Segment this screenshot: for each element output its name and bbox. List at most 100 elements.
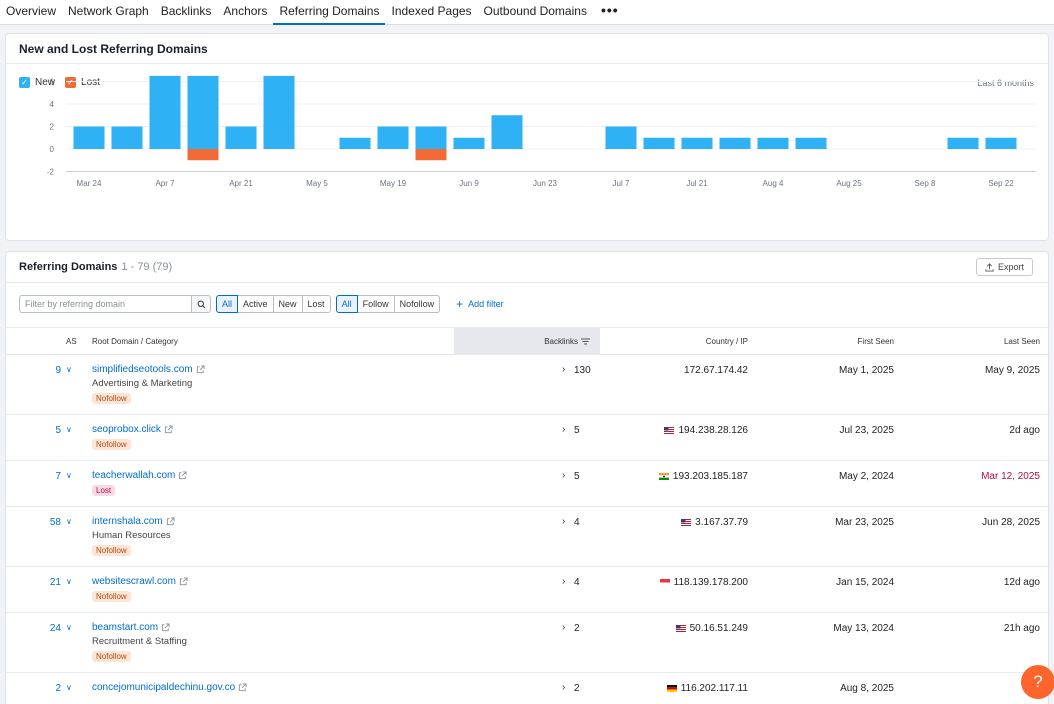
col-last-seen[interactable]: Last Seen [1003, 337, 1040, 346]
question-icon: ? [1033, 672, 1043, 691]
tab-overview[interactable]: Overview [6, 4, 57, 18]
domain-text[interactable]: teacherwallah.com [92, 470, 176, 481]
backlinks-count[interactable]: 5 [574, 471, 580, 482]
follow-filter-nofollow[interactable]: Nofollow [394, 295, 441, 313]
domain-text[interactable]: websitescrawl.com [92, 576, 176, 587]
authority-score[interactable]: 24 [49, 623, 61, 634]
backlinks-count[interactable]: 5 [574, 425, 580, 436]
domain-filter-input[interactable] [19, 295, 192, 313]
bar-new [757, 137, 789, 149]
col-backlinks[interactable]: Backlinks [454, 328, 600, 355]
external-link-icon[interactable] [164, 425, 173, 434]
status-filter-active[interactable]: Active [238, 295, 274, 313]
chevron-down-icon[interactable]: ∨ [66, 517, 72, 526]
authority-score[interactable]: 5 [55, 425, 61, 436]
legend-new-label: New [35, 77, 56, 88]
divider [6, 282, 1048, 283]
x-tick-label: Sep 8 [915, 179, 936, 188]
chevron-down-icon[interactable]: ∨ [66, 365, 72, 374]
status-filter-group: All Active New Lost [216, 295, 331, 313]
backlinks-count[interactable]: 2 [574, 623, 580, 634]
ip-address: 193.203.185.187 [672, 471, 748, 482]
root-domain-link[interactable]: beamstart.com [92, 622, 170, 633]
col-first-seen[interactable]: First Seen [857, 337, 894, 346]
backlinks-count[interactable]: 2 [574, 683, 580, 694]
country-ip: 194.238.28.126 [664, 425, 748, 436]
more-tabs-icon[interactable]: ••• [600, 2, 619, 18]
tab-network-graph[interactable]: Network Graph [68, 4, 149, 18]
root-domain-link[interactable]: seoprobox.click [92, 424, 173, 435]
chevron-right-icon[interactable]: › [562, 576, 566, 587]
backlinks-count[interactable]: 130 [574, 365, 591, 376]
bar-new [225, 126, 257, 149]
external-link-icon[interactable] [166, 517, 175, 526]
tab-referring-domains[interactable]: Referring Domains [273, 0, 386, 25]
first-seen-date: May 13, 2024 [833, 623, 894, 634]
export-button[interactable]: Export [976, 258, 1033, 276]
first-seen-date: Jan 15, 2024 [836, 577, 894, 588]
chevron-right-icon[interactable]: › [562, 516, 566, 527]
root-domain-link[interactable]: teacherwallah.com [92, 470, 187, 481]
bar-new [947, 137, 979, 149]
root-domain-link[interactable]: concejomunicipaldechinu.gov.co [92, 682, 247, 693]
chevron-right-icon[interactable]: › [562, 622, 566, 633]
add-filter-button[interactable]: + Add filter [456, 297, 504, 311]
root-domain-link[interactable]: internshala.com [92, 516, 175, 527]
domain-text[interactable]: internshala.com [92, 516, 163, 527]
checkbox-checked-icon[interactable]: ✓ [19, 77, 30, 88]
y-tick-label: -2 [47, 168, 55, 177]
root-domain-link[interactable]: simplifiedseotools.com [92, 364, 205, 375]
bar-new [453, 137, 485, 149]
x-tick-label: Jun 9 [459, 179, 479, 188]
status-filter-new[interactable]: New [273, 295, 303, 313]
status-filter-all[interactable]: All [216, 295, 239, 313]
external-link-icon[interactable] [179, 577, 188, 586]
chevron-right-icon[interactable]: › [562, 424, 566, 435]
domain-text[interactable]: concejomunicipaldechinu.gov.co [92, 682, 236, 693]
tab-indexed-pages[interactable]: Indexed Pages [391, 4, 472, 18]
chevron-down-icon[interactable]: ∨ [66, 623, 72, 632]
col-country-ip[interactable]: Country / IP [705, 337, 748, 346]
search-button[interactable] [192, 295, 211, 313]
root-domain-link[interactable]: websitescrawl.com [92, 576, 188, 587]
external-link-icon[interactable] [161, 623, 170, 632]
col-as[interactable]: AS [66, 337, 77, 346]
col-domain[interactable]: Root Domain / Category [92, 337, 178, 346]
link-status-badge: Nofollow [92, 651, 131, 662]
follow-filter-follow[interactable]: Follow [357, 295, 395, 313]
domain-text[interactable]: seoprobox.click [92, 424, 161, 435]
authority-score[interactable]: 7 [55, 471, 61, 482]
chevron-right-icon[interactable]: › [562, 470, 566, 481]
tab-backlinks[interactable]: Backlinks [160, 4, 212, 18]
tab-outbound-domains[interactable]: Outbound Domains [483, 4, 587, 18]
chevron-down-icon[interactable]: ∨ [66, 577, 72, 586]
tab-anchors[interactable]: Anchors [223, 4, 268, 18]
status-filter-lost[interactable]: Lost [302, 295, 331, 313]
chevron-down-icon[interactable]: ∨ [66, 683, 72, 692]
bar-new [605, 126, 637, 149]
authority-score[interactable]: 2 [55, 683, 61, 694]
external-link-icon[interactable] [238, 683, 247, 692]
help-button[interactable]: ? [1021, 665, 1054, 699]
chevron-down-icon[interactable]: ∨ [66, 425, 72, 434]
domain-text[interactable]: simplifiedseotools.com [92, 364, 193, 375]
chevron-down-icon[interactable]: ∨ [66, 471, 72, 480]
backlinks-count[interactable]: 4 [574, 517, 580, 528]
chevron-right-icon[interactable]: › [562, 364, 566, 375]
authority-score[interactable]: 9 [55, 365, 61, 376]
authority-score[interactable]: 21 [49, 577, 61, 588]
external-link-icon[interactable] [178, 471, 187, 480]
follow-filter-all[interactable]: All [335, 295, 358, 313]
bar-new [985, 137, 1017, 149]
legend-new[interactable]: ✓ New [19, 77, 55, 88]
domain-text[interactable]: beamstart.com [92, 622, 159, 633]
authority-score[interactable]: 58 [49, 517, 61, 528]
link-status-badge: Nofollow [92, 545, 131, 556]
plus-icon: + [456, 297, 464, 311]
domain-category: Recruitment & Staffing [92, 636, 187, 647]
external-link-icon[interactable] [196, 365, 205, 374]
chevron-right-icon[interactable]: › [562, 682, 566, 693]
first-seen-date: Jul 23, 2025 [839, 425, 895, 436]
backlinks-count[interactable]: 4 [574, 577, 580, 588]
